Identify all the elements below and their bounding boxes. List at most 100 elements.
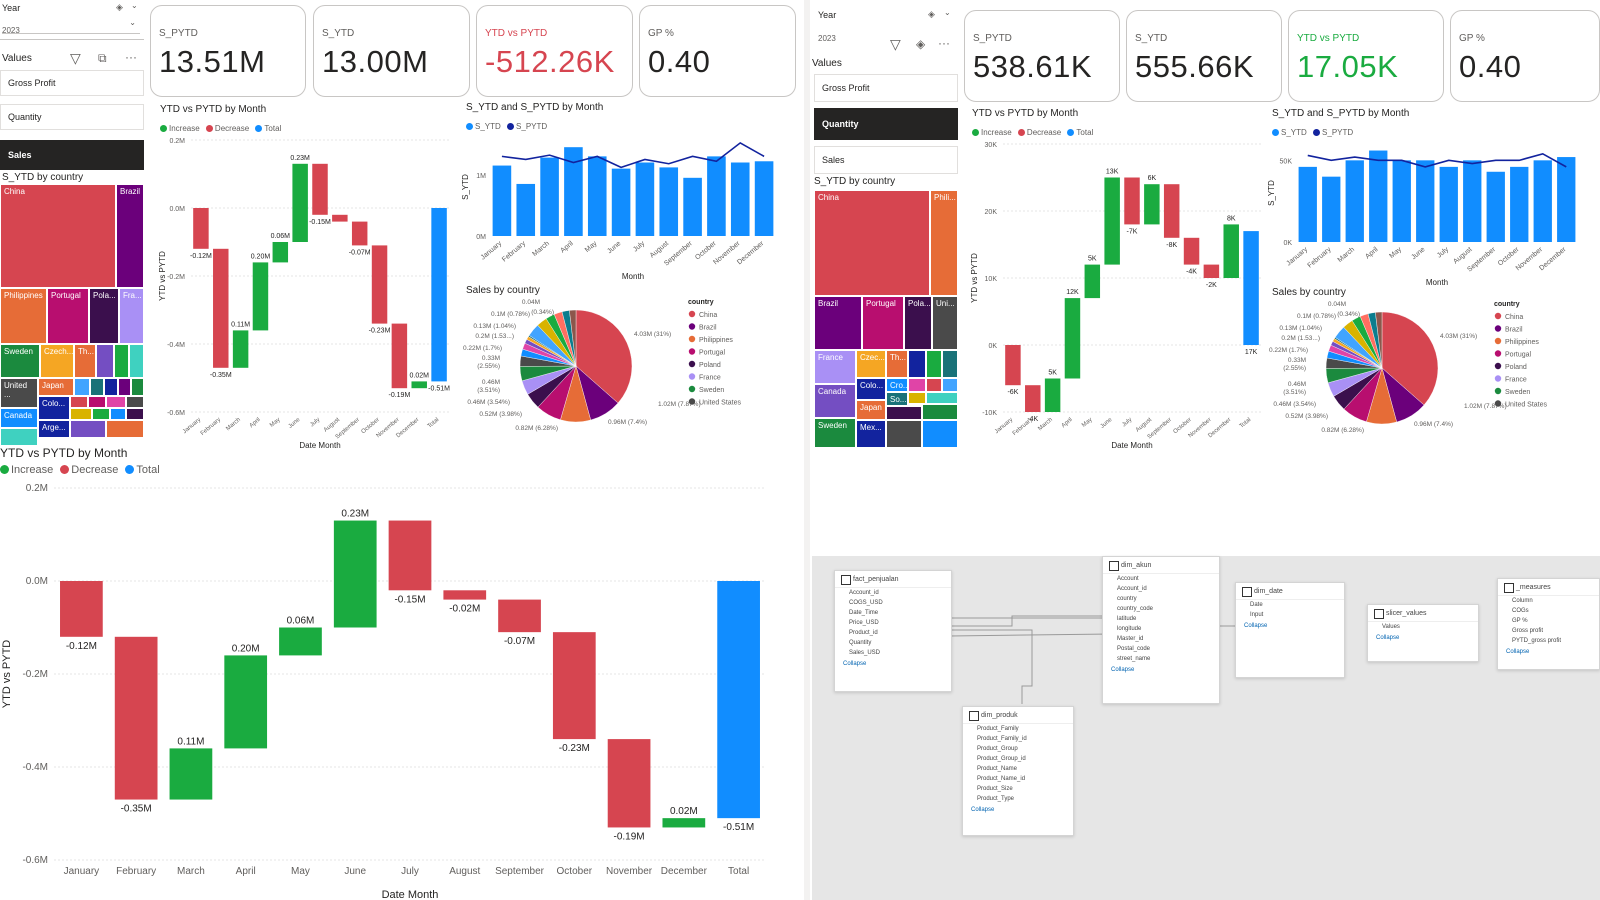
kpi-card-s-pytd[interactable]: S_PYTD 13.51M: [150, 5, 306, 97]
treemap-cell[interactable]: [129, 344, 144, 378]
chevron-down-icon[interactable]: ⌄: [131, 1, 138, 10]
table-field[interactable]: PYTD_gross profit: [1512, 638, 1562, 644]
table-field[interactable]: Account_id: [849, 590, 879, 596]
filter-icon[interactable]: ▽: [70, 50, 81, 66]
kpi-card-gp-percent[interactable]: GP % 0.40: [1450, 10, 1600, 102]
treemap-cell[interactable]: [908, 392, 926, 404]
table-field[interactable]: Sales_USD: [849, 650, 881, 656]
table-field[interactable]: Product_id: [849, 630, 878, 636]
treemap-cell[interactable]: [908, 378, 926, 392]
waterfall-chart-small[interactable]: 0.2M0.0M-0.2M-0.4M-0.6M-0.12MJanuary-0.3…: [155, 134, 455, 450]
table-field[interactable]: Price_USD: [849, 620, 879, 626]
pie-chart[interactable]: 0.04M 0.1M (0.78%) (0.34%) 0.13M (1.04%) 0.2…: [1268, 298, 1600, 450]
treemap-cell[interactable]: Colo...: [38, 396, 70, 420]
more-options-icon[interactable]: ···: [938, 36, 950, 50]
treemap-cell[interactable]: [886, 406, 922, 420]
treemap-cell[interactable]: [0, 428, 38, 446]
treemap-cell[interactable]: [126, 408, 144, 420]
collapse-button[interactable]: Collapse: [843, 661, 867, 667]
treemap-cell[interactable]: Fra...: [119, 288, 144, 344]
year-dropdown[interactable]: 2023 ⌄: [2, 18, 140, 35]
table-field[interactable]: Quantity: [849, 640, 872, 646]
treemap-cell[interactable]: [96, 344, 114, 378]
eraser-icon[interactable]: ◈: [916, 37, 926, 51]
values-option-gross-profit[interactable]: Gross Profit: [0, 70, 144, 96]
treemap-cell[interactable]: Colo...: [856, 378, 886, 400]
treemap-cell[interactable]: [110, 408, 126, 420]
treemap-cell[interactable]: Th...: [886, 350, 908, 378]
waterfall-chart-large[interactable]: 0.2M 0.0M -0.2M -0.4M -0.6M -0.12M January -0.3…: [0, 482, 800, 900]
kpi-card-ytd-vs-pytd[interactable]: YTD vs PYTD -512.26K: [476, 5, 633, 97]
treemap-cell[interactable]: [106, 396, 126, 408]
table-field[interactable]: Product_Group_id: [977, 756, 1026, 762]
table-field[interactable]: Product_Type: [977, 796, 1015, 802]
table-field[interactable]: COGS_USD: [849, 600, 883, 606]
treemap-cell[interactable]: [926, 350, 942, 378]
treemap-cell[interactable]: Japan: [856, 400, 886, 420]
table-card-dim-produk[interactable]: dim_produk Product_Family Product_Family_i…: [962, 706, 1074, 836]
treemap-cell[interactable]: Pola...: [904, 296, 932, 350]
table-field[interactable]: Date: [1250, 602, 1263, 608]
treemap-cell[interactable]: France: [814, 350, 856, 384]
table-card-slicer-values[interactable]: slicer_values Values Collapse: [1367, 604, 1479, 662]
table-field[interactable]: Product_Name_id: [977, 776, 1026, 782]
treemap-cell[interactable]: [126, 396, 144, 408]
treemap-cell[interactable]: [70, 396, 88, 408]
treemap-cell[interactable]: [90, 378, 104, 396]
table-card-measures[interactable]: _measures Column COGs GP % Gross profit PYTD_…: [1497, 578, 1600, 670]
kpi-card-ytd-vs-pytd[interactable]: YTD vs PYTD 17.05K: [1288, 10, 1444, 102]
table-field[interactable]: Master_id: [1117, 636, 1144, 642]
values-option-quantity[interactable]: Quantity: [814, 108, 958, 140]
table-field[interactable]: Gross profit: [1512, 628, 1544, 634]
kpi-card-gp-percent[interactable]: GP % 0.40: [639, 5, 796, 97]
chevron-down-icon[interactable]: ⌄: [944, 8, 951, 17]
table-field[interactable]: Date_Time: [849, 610, 879, 616]
treemap-cell[interactable]: [942, 378, 958, 392]
table-field[interactable]: street_name: [1117, 656, 1151, 662]
treemap-cell[interactable]: United ...: [0, 378, 38, 408]
treemap-cell[interactable]: Th...: [74, 344, 96, 378]
treemap-cell[interactable]: China: [0, 184, 116, 288]
values-option-sales[interactable]: Sales: [814, 146, 958, 174]
treemap-cell[interactable]: Brazil: [814, 296, 862, 350]
treemap-cell[interactable]: Japan: [38, 378, 74, 396]
treemap-cell[interactable]: [922, 404, 958, 420]
filter-icon[interactable]: ▽: [890, 36, 901, 52]
treemap-cell[interactable]: Canada: [814, 384, 856, 418]
table-field[interactable]: GP %: [1512, 618, 1528, 624]
treemap-cell[interactable]: Cro...: [886, 378, 908, 392]
table-card-dim-date[interactable]: dim_date Date Input Collapse: [1235, 582, 1345, 678]
treemap-cell[interactable]: Philippines: [0, 288, 47, 344]
table-field[interactable]: Account: [1117, 576, 1139, 582]
table-field[interactable]: Input: [1250, 612, 1264, 618]
treemap-cell[interactable]: [114, 344, 129, 378]
treemap-cell[interactable]: [908, 350, 926, 378]
table-field[interactable]: Postal_code: [1117, 646, 1151, 652]
year-dropdown[interactable]: 2023: [818, 28, 952, 43]
treemap-cell[interactable]: [70, 408, 92, 420]
treemap-cell[interactable]: Pola...: [89, 288, 119, 344]
table-field[interactable]: Product_Family: [977, 726, 1019, 732]
treemap-cell[interactable]: Czec...: [856, 350, 886, 378]
treemap-cell[interactable]: Sweden: [0, 344, 40, 378]
treemap-cell[interactable]: Brazil: [116, 184, 144, 288]
focus-mode-icon[interactable]: ⧉: [98, 51, 107, 65]
treemap-cell[interactable]: [922, 420, 958, 448]
treemap-cell[interactable]: [942, 350, 958, 378]
data-model-canvas[interactable]: fact_penjualan Account_id COGS_USD Date_Tim…: [812, 556, 1600, 900]
table-field[interactable]: Column: [1512, 598, 1533, 604]
treemap-cell[interactable]: [70, 420, 106, 438]
collapse-button[interactable]: Collapse: [971, 807, 995, 813]
treemap-cell[interactable]: Canada: [0, 408, 38, 428]
year-slicer[interactable]: Year ◈ ⌄ 2023: [812, 6, 958, 46]
collapse-button[interactable]: Collapse: [1506, 649, 1530, 655]
treemap-cell[interactable]: [118, 378, 131, 396]
collapse-button[interactable]: Collapse: [1244, 623, 1268, 629]
values-option-quantity[interactable]: Quantity: [0, 104, 144, 130]
treemap-cell[interactable]: [886, 420, 922, 448]
table-field[interactable]: country_code: [1117, 606, 1154, 612]
treemap-cell[interactable]: Mex...: [856, 420, 886, 448]
